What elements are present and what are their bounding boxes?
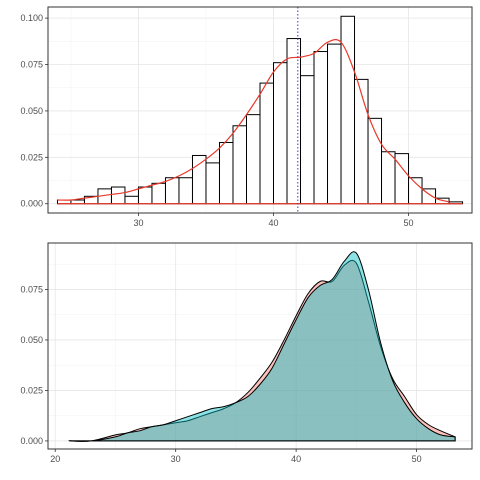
y-tick-label: 0.050 [20,106,43,116]
histogram-bar [286,38,302,205]
x-tick-label: 20 [50,454,60,464]
histogram-bar [205,162,220,205]
histogram-bar [137,186,153,205]
histogram-bar [273,62,288,205]
x-tick-label: 50 [412,454,422,464]
histogram-panel-border [47,6,473,214]
density-areas [68,251,456,442]
density-panel-border [47,242,473,450]
density-panel-background [48,243,472,449]
histogram-bar [300,75,315,205]
x-tick-label: 40 [291,454,301,464]
histogram-bar [381,151,396,205]
histogram-bar [191,154,207,205]
histogram-bar [313,51,329,205]
histogram-bar [408,177,423,205]
histogram-bar [327,43,342,205]
y-tick-label: 0.025 [20,385,43,395]
histogram-bar [259,82,275,205]
histogram-bar [354,78,369,205]
y-tick-label: 0.075 [20,284,43,294]
histogram-bar [245,114,261,205]
histogram-bar [110,186,126,205]
density-panel: 20 30 40 50 0.000 0.025 0.050 0.075 [20,242,473,464]
x-tick-label: 30 [133,218,143,228]
histogram-bar [164,177,180,205]
y-tick-label: 0.100 [20,13,43,23]
density-curve [57,38,450,203]
y-tick-label: 0.000 [20,436,43,446]
density-axes: 20 30 40 50 0.000 0.025 0.050 0.075 [20,284,421,464]
histogram-bar [218,141,234,205]
histogram-bar [178,177,193,205]
density-area-series-2 [68,251,456,442]
y-tick-label: 0.050 [20,335,43,345]
y-tick-label: 0.075 [20,60,43,70]
histogram-overlays [57,7,463,213]
histogram-bar [124,195,139,205]
y-tick-label: 0.000 [20,199,43,209]
histogram-bar [232,125,247,205]
histogram-panel: 30 40 50 0.000 0.025 0.050 0.075 0.100 [20,6,473,228]
histogram-bar [151,182,166,205]
x-tick-label: 30 [171,454,181,464]
x-tick-label: 50 [404,218,414,228]
histogram-axes: 30 40 50 0.000 0.025 0.050 0.075 0.100 [20,13,413,228]
y-tick-label: 0.025 [20,152,43,162]
x-tick-label: 40 [268,218,278,228]
